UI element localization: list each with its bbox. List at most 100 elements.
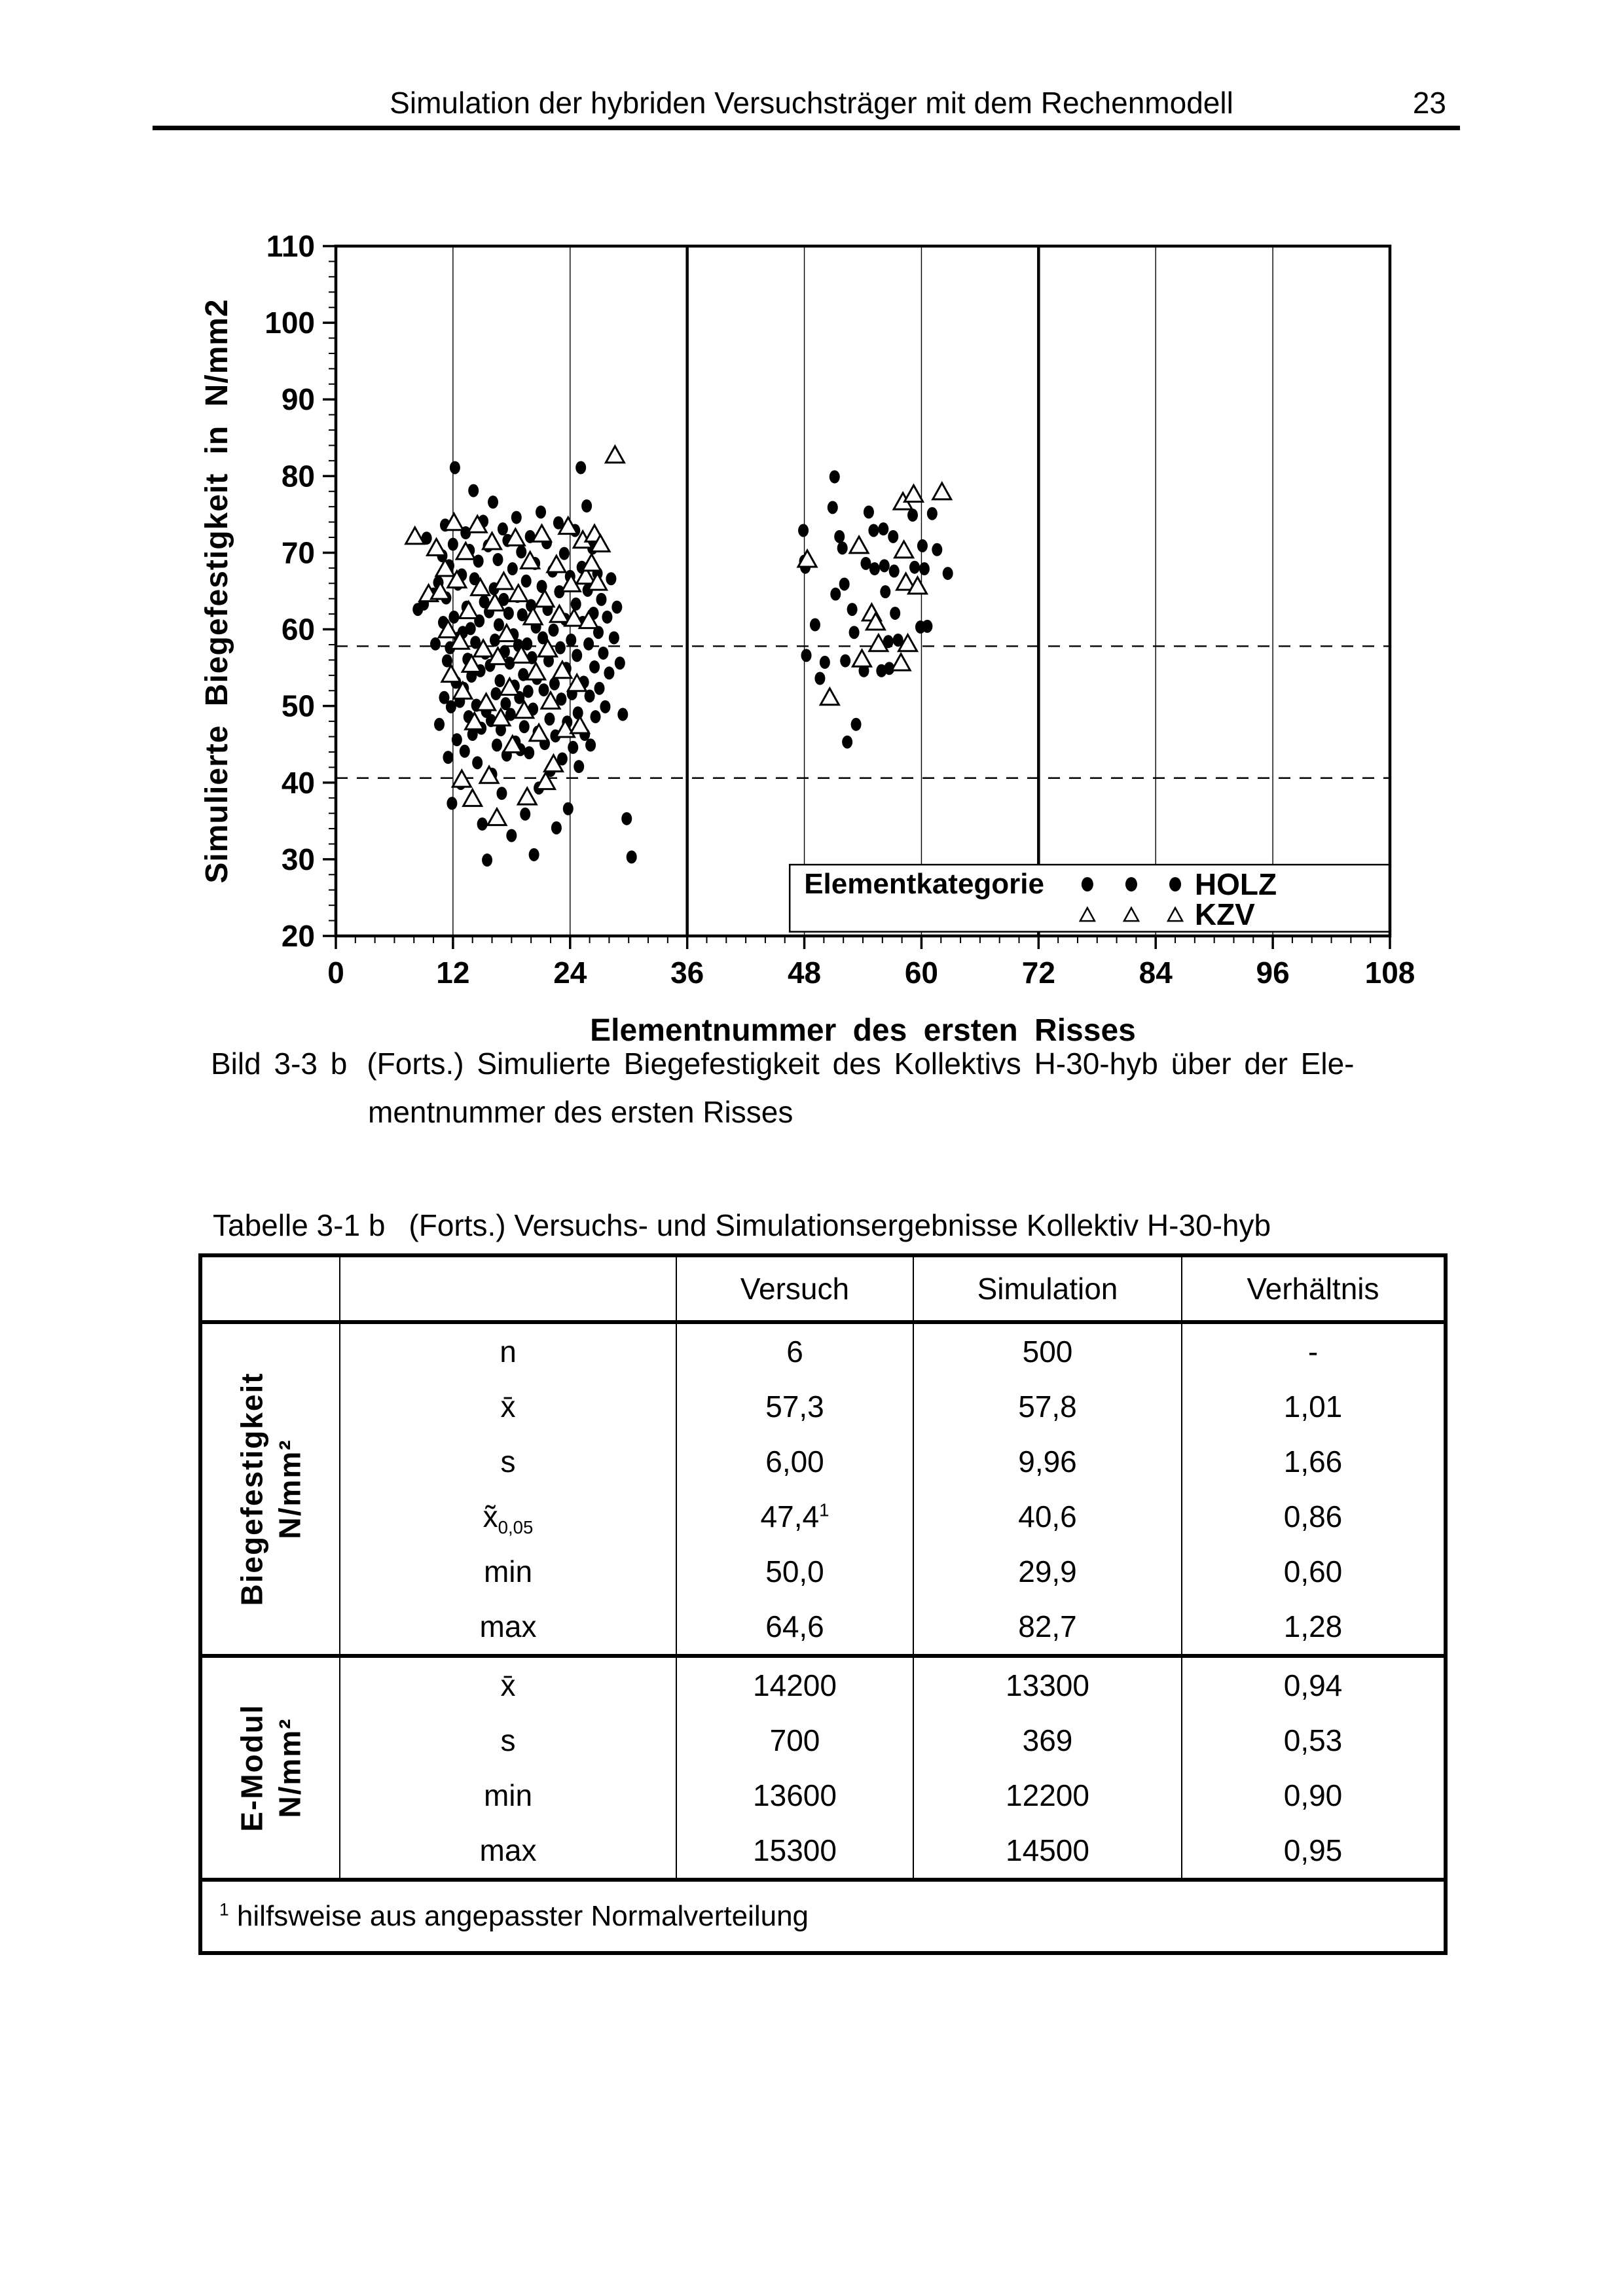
y-tick-label: 90 (282, 382, 315, 416)
data-point-holz (556, 752, 568, 766)
data-point-kzv (528, 722, 550, 742)
data-point-holz (574, 760, 585, 774)
x-axis-title: Elementnummer des ersten Risses (590, 1013, 1136, 1048)
data-point-kzv (504, 527, 526, 547)
data-point-holz (617, 708, 629, 721)
axis-ticks (323, 245, 1391, 949)
data-point-holz (566, 633, 577, 647)
data-point-holz (604, 666, 615, 680)
data-point-kzv (460, 653, 483, 673)
table-caption-text: (Forts.) Versuchs- und Simulationsergebn… (409, 1208, 1271, 1242)
data-point-kzv (448, 630, 471, 650)
table-caption-label: Tabelle 3-1 b (213, 1208, 386, 1242)
data-point-holz (491, 738, 502, 752)
y-tick-label: 20 (282, 919, 315, 953)
data-point-kzv (404, 525, 426, 545)
data-point-holz (516, 545, 527, 559)
header-cell-versuch: Versuch (676, 1255, 914, 1324)
table-header-row: Versuch Simulation Verhältnis (200, 1255, 1446, 1324)
data-point-holz (434, 717, 445, 731)
x-tick-label: 0 (327, 956, 344, 990)
data-point-holz (554, 585, 565, 599)
data-point-holz (878, 522, 889, 536)
data-point-holz (932, 543, 943, 556)
data-point-holz (606, 572, 617, 586)
data-point-kzv (484, 592, 506, 612)
legend-kzv-marker-icon (1078, 906, 1096, 922)
verhaeltnis-cell: 1,01 (1181, 1379, 1446, 1434)
data-point-holz (798, 524, 809, 537)
versuch-cell: 64,6 (676, 1599, 914, 1656)
data-point-kzv (469, 577, 492, 596)
group-label-biegefestigkeit: Biegefestigkeit N/mm² (200, 1322, 340, 1656)
data-point-holz (626, 850, 637, 864)
param-cell: n (339, 1322, 677, 1379)
versuch-cell: 14200 (676, 1654, 914, 1713)
data-point-holz (507, 562, 518, 576)
data-point-holz (869, 562, 880, 576)
x-tick-label: 60 (905, 956, 938, 990)
versuch-value: 47,4 (760, 1499, 820, 1534)
versuch-cell: 57,3 (676, 1379, 914, 1434)
data-point-kzv (490, 707, 512, 726)
header-rule (153, 126, 1460, 130)
group-line1: E-Modul (234, 1704, 268, 1832)
footnote-cell: 1 hilfsweise aus angepasster Normalverte… (200, 1878, 1446, 1953)
data-point-kzv (902, 483, 925, 503)
x-tick-label: 96 (1256, 956, 1290, 990)
data-point-holz (470, 636, 481, 649)
data-point-holz (517, 608, 528, 622)
data-point-kzv (525, 661, 547, 681)
legend-title: Elementkategorie (804, 868, 1044, 900)
data-point-holz (562, 802, 574, 816)
data-point-kzv (536, 637, 559, 658)
verhaeltnis-cell: 0,90 (1181, 1768, 1446, 1823)
table-row: max 15300 14500 0,95 (200, 1823, 1446, 1880)
data-point-kzv (848, 534, 870, 554)
data-point-kzv (429, 581, 452, 600)
verhaeltnis-cell: 0,95 (1181, 1823, 1446, 1880)
data-point-holz (907, 509, 919, 522)
data-point-holz (549, 677, 560, 691)
data-point-kzv (452, 680, 474, 700)
data-point-holz (922, 619, 933, 633)
data-point-holz (614, 656, 625, 670)
tick-labels: 20 30 40 50 60 70 80 90 100 110 0 12 24 36 48 60 72 84 96 1… (264, 229, 1415, 990)
data-point-holz (837, 541, 848, 555)
data-point-kzv (864, 611, 886, 631)
data-point-kzv (450, 768, 473, 788)
data-point-kzv (501, 734, 524, 753)
footnote-text: hilfsweise aus angepasster Normalverteil… (236, 1900, 809, 1932)
data-point-holz (581, 499, 593, 513)
data-point-holz (538, 683, 549, 697)
data-point-holz (479, 595, 490, 609)
data-point-kzv (575, 565, 597, 585)
data-point-holz (544, 712, 555, 726)
data-point-kzv (425, 537, 448, 556)
data-point-kzv (498, 676, 520, 696)
versuch-cell: 700 (676, 1713, 914, 1768)
y-tick-label: 80 (282, 459, 315, 493)
data-point-holz (572, 649, 583, 662)
data-point-kzv (486, 645, 509, 666)
param-cell: s (339, 1713, 677, 1768)
data-point-holz (608, 631, 619, 645)
versuch-cell: 50,0 (676, 1544, 914, 1599)
footnote-ref: 1 (819, 1499, 830, 1520)
data-point-holz (494, 674, 505, 688)
data-point-kzv (454, 541, 477, 560)
data-point-holz (449, 461, 460, 475)
y-tick-label: 30 (282, 842, 315, 876)
series-kzv (404, 444, 953, 827)
data-point-kzv (434, 557, 456, 577)
data-point-holz (505, 708, 516, 721)
data-point-holz (840, 654, 851, 668)
x-tick-label: 84 (1139, 956, 1173, 990)
legend-holz-label: HOLZ (1195, 867, 1277, 901)
data-point-holz (909, 560, 921, 574)
data-point-holz (593, 626, 604, 639)
table-row: max 64,6 82,7 1,28 (200, 1599, 1446, 1656)
data-point-holz (850, 717, 862, 731)
data-point-kzv (551, 659, 574, 679)
